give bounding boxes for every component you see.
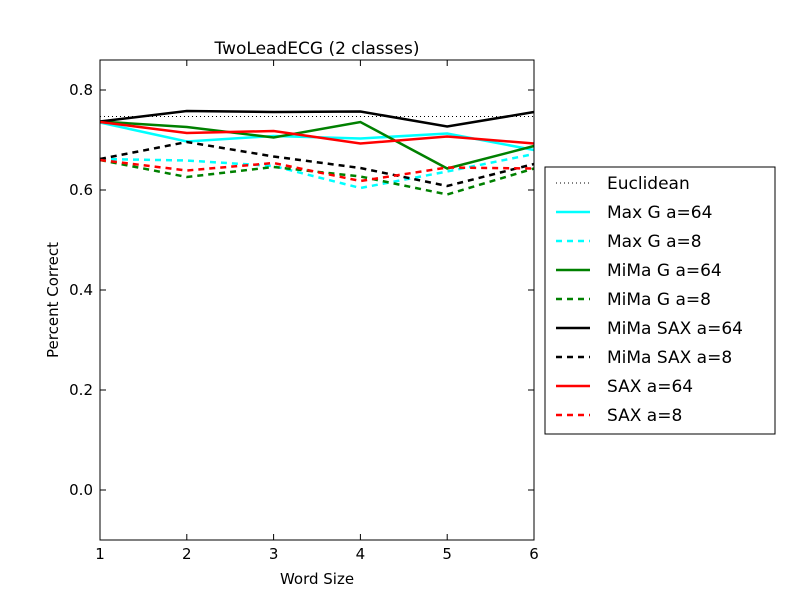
legend-label-mima-sax-a-8: MiMa SAX a=8 xyxy=(607,348,732,368)
x-tick-label: 1 xyxy=(95,545,105,563)
legend-label-mima-sax-a-64: MiMa SAX a=64 xyxy=(607,319,743,339)
legend-label-mima-g-a-8: MiMa G a=8 xyxy=(607,290,711,310)
x-tick-label: 6 xyxy=(529,545,539,563)
legend-label-euclidean: Euclidean xyxy=(607,174,690,194)
y-tick-label: 0.6 xyxy=(69,181,93,199)
y-tick-label: 0.8 xyxy=(69,81,93,99)
legend-label-sax-a-8: SAX a=8 xyxy=(607,406,682,426)
x-axis-label: Word Size xyxy=(280,570,354,588)
legend-label-max-g-a-8: Max G a=8 xyxy=(607,232,702,252)
y-axis: 0.0 0.2 0.4 0.6 0.8 xyxy=(69,81,534,499)
series-line-mima-g-a-8 xyxy=(99,158,535,196)
series-line-sax-a-64 xyxy=(99,120,535,145)
legend: Euclidean Max G a=64 Max G a=8 MiMa G a=64 M… xyxy=(544,166,776,435)
y-tick-label: 0.0 xyxy=(69,481,93,499)
x-tick-label: 5 xyxy=(442,545,452,563)
y-tick-label: 0.4 xyxy=(69,281,93,299)
series-line-mima-sax-a-64 xyxy=(99,109,535,128)
x-axis: 1 2 3 4 5 6 xyxy=(95,60,539,563)
legend-label-mima-g-a-64: MiMa G a=64 xyxy=(607,261,722,281)
y-tick-label: 0.2 xyxy=(69,381,93,399)
plot-area xyxy=(99,109,535,196)
chart-title: TwoLeadECG (2 classes) xyxy=(214,39,420,59)
x-tick-label: 3 xyxy=(269,545,279,563)
y-axis-label: Percent Correct xyxy=(44,242,62,358)
legend-label-max-g-a-64: Max G a=64 xyxy=(607,203,712,223)
x-tick-label: 2 xyxy=(182,545,192,563)
x-tick-label: 4 xyxy=(356,545,366,563)
plot-frame xyxy=(99,59,535,541)
series-line-mima-g-a-64 xyxy=(99,120,535,170)
series-line-max-g-a-8 xyxy=(99,152,535,190)
series-line-mima-sax-a-8 xyxy=(99,140,535,188)
legend-label-sax-a-64: SAX a=64 xyxy=(607,377,693,397)
series-line-sax-a-8 xyxy=(99,158,535,183)
